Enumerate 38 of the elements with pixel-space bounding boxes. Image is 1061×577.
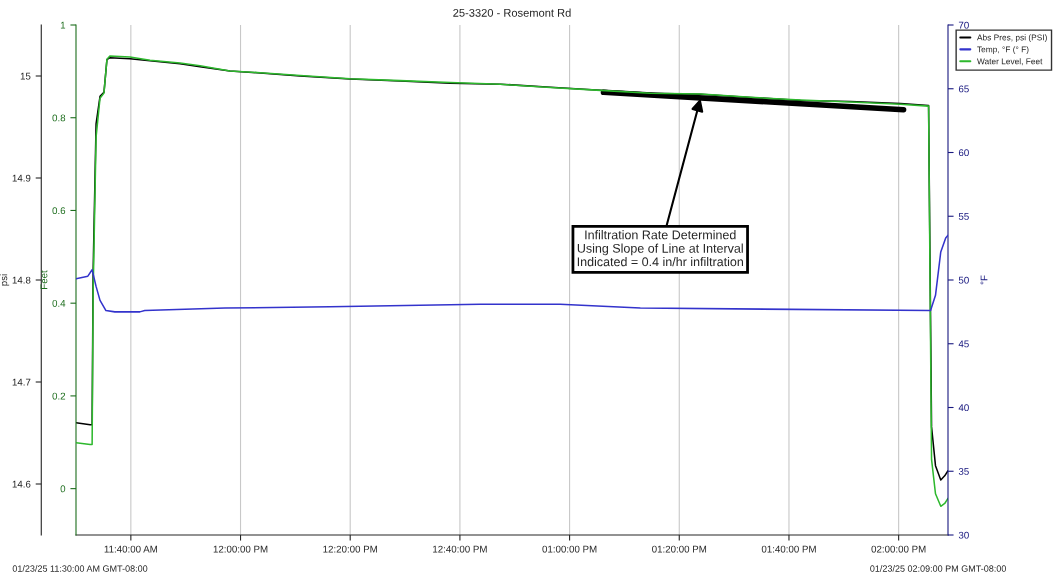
y3-axis-title: °F [980,275,988,285]
y-axis-title: psi [0,274,10,286]
x-tick-label: 12:40:00 PM [433,545,487,553]
y2-tick-label: 0.8 [52,114,66,122]
y-tick-label: 15 [20,72,31,80]
x-tick-label: 01:40:00 PM [761,545,816,553]
y3-tick-label: 35 [958,467,969,475]
y2-tick-label: 0.4 [52,299,66,307]
chart-title: 25-3320 - Rosemont Rd [453,8,571,17]
text: 01/23/25 02:09:00 PM GMT-08:00 [870,565,1007,572]
y3-tick-label: 40 [958,404,969,412]
y-tick-label: 14.7 [12,378,31,386]
y2-tick-label: 0 [60,485,66,493]
y3-tick-label: 55 [958,213,969,220]
x-tick-label: 01:00:00 PM [542,545,597,553]
y2-tick-label: 1 [60,21,66,29]
y3-tick-label: 70 [958,21,969,29]
y3-tick-label: 60 [958,149,969,157]
y3-tick-label: 65 [958,85,969,93]
y2-axis-title: Feet [40,270,48,289]
y2-tick-label: 0.2 [52,392,66,400]
x-tick-label: 01:20:00 PM [652,545,707,553]
legend-label: Water Level, Feet [977,58,1043,66]
x-tick-label: 12:00:00 PM [213,545,268,553]
y3-tick-label: 50 [958,276,969,284]
y2-tick-label: 0.6 [52,207,66,215]
legend-label: Abs Pres, psi (PSI) [976,34,1047,43]
y3-tick-label: 45 [958,340,969,348]
y-tick-label: 14.8 [12,276,31,284]
x-tick-label: 02:00:00 PM [871,545,926,553]
y-tick-label: 14.6 [12,480,31,488]
y-tick-label: 14.9 [12,174,31,182]
x-tick-label: 11:40:00 AM [104,545,157,553]
y3-tick-label: 30 [958,531,969,539]
x-tick-label: 12:20:00 PM [323,545,377,553]
text: 01/23/25 11:30:00 AM GMT-08:00 [12,565,148,572]
annotation: Infiltration Rate Determined Using Slope of Line at Interval Indicated = 0.4 in/hr infiltration [577,230,743,267]
legend-label: Temp, °F (° F) [977,46,1029,54]
